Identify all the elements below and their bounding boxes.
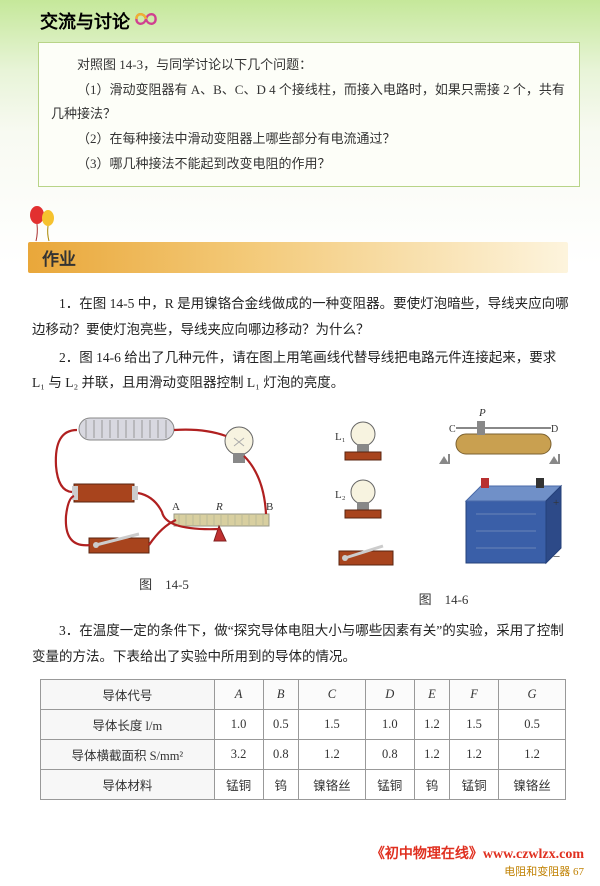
conductor-table-wrap: 导体代号 A B C D E F G 导体长度 l/m1.00.51.51.01… (0, 671, 600, 800)
svg-text:P: P (478, 407, 486, 419)
cell: 1.2 (414, 740, 449, 770)
figures-row: A R B 图 14-5 P C D (0, 398, 600, 608)
fig145-caption: 图 14-5 (44, 574, 284, 593)
cell: 锰铜 (450, 770, 499, 800)
discussion-title: 交流与讨论 (40, 8, 130, 34)
th-A: A (214, 680, 263, 710)
cell: 0.5 (499, 710, 566, 740)
discussion-header: 交流与讨论 (0, 0, 600, 38)
cell: 钨 (414, 770, 449, 800)
discussion-q2: （2）在每种接法中滑动变阻器上哪些部分有电流通过？ (51, 127, 567, 152)
cell: 1.2 (499, 740, 566, 770)
svg-text:D: D (551, 424, 558, 435)
cell: 镍铬丝 (499, 770, 566, 800)
cell: 0.8 (263, 740, 298, 770)
homework-header: 作业 (28, 242, 568, 273)
th-D: D (365, 680, 414, 710)
figure-14-6: P C D L₁ L₂ (321, 406, 566, 608)
table-row: 导体材料锰铜钨镍铬丝锰铜钨锰铜镍铬丝 (41, 770, 566, 800)
cell: 1.0 (365, 710, 414, 740)
homework-title: 作业 (42, 250, 76, 269)
cell: 1.2 (298, 740, 365, 770)
cell: 0.5 (263, 710, 298, 740)
cell: 1.5 (450, 710, 499, 740)
footer-pageinfo: 电阻和变阻器 67 (371, 865, 584, 880)
cell: 0.8 (365, 740, 414, 770)
row-label: 导体横截面积 S/mm² (41, 740, 215, 770)
page-footer: 《初中物理在线》www.czwlzx.com 电阻和变阻器 67 (371, 845, 584, 880)
discussion-intro: 对照图 14-3，与同学讨论以下几个问题： (51, 53, 567, 78)
homework-p1: 1．在图 14-5 中，R 是用镍铬合金线做成的一种变阻器。要使灯泡暗些，导线夹… (32, 291, 570, 342)
cell: 3.2 (214, 740, 263, 770)
conductor-table: 导体代号 A B C D E F G 导体长度 l/m1.00.51.51.01… (40, 679, 566, 800)
table-row: 导体横截面积 S/mm²3.20.81.20.81.21.21.2 (41, 740, 566, 770)
svg-text:−: − (553, 549, 560, 564)
homework-p3: 3．在温度一定的条件下，做“探究导体电阻大小与哪些因素有关”的实验，采用了控制变… (32, 618, 570, 669)
cell: 锰铜 (214, 770, 263, 800)
th-E: E (414, 680, 449, 710)
th-label: 导体代号 (41, 680, 215, 710)
cell: 锰铜 (365, 770, 414, 800)
figure-14-5: A R B 图 14-5 (44, 406, 284, 608)
footer-site: 《初中物理在线》www.czwlzx.com (371, 845, 584, 865)
cell: 1.0 (214, 710, 263, 740)
th-F: F (450, 680, 499, 710)
th-G: G (499, 680, 566, 710)
cell: 1.2 (450, 740, 499, 770)
infinity-icon (130, 9, 162, 34)
cell: 1.2 (414, 710, 449, 740)
th-B: B (263, 680, 298, 710)
homework-body: 1．在图 14-5 中，R 是用镍铬合金线做成的一种变阻器。要使灯泡暗些，导线夹… (0, 273, 600, 396)
homework-p2: 2．图 14-6 给出了几种元件，请在图上用笔画线代替导线把电路元件连接起来，要… (32, 345, 570, 396)
table-row: 导体长度 l/m1.00.51.51.01.21.50.5 (41, 710, 566, 740)
homework-body-2: 3．在温度一定的条件下，做“探究导体电阻大小与哪些因素有关”的实验，采用了控制变… (0, 608, 600, 669)
cell: 钨 (263, 770, 298, 800)
svg-text:C: C (449, 424, 456, 435)
th-C: C (298, 680, 365, 710)
svg-text:A: A (172, 501, 180, 513)
discussion-box: 对照图 14-3，与同学讨论以下几个问题： （1）滑动变阻器有 A、B、C、D … (38, 42, 580, 187)
row-label: 导体长度 l/m (41, 710, 215, 740)
svg-text:B: B (266, 501, 273, 513)
cell: 镍铬丝 (298, 770, 365, 800)
row-label: 导体材料 (41, 770, 215, 800)
discussion-q1: （1）滑动变阻器有 A、B、C、D 4 个接线柱，而接入电路时，如果只需接 2 … (51, 78, 567, 127)
svg-text:L₂: L₂ (335, 489, 346, 501)
discussion-q3: （3）哪几种接法不能起到改变电阻的作用？ (51, 152, 567, 177)
svg-text:R: R (215, 501, 223, 513)
svg-text:L₁: L₁ (335, 431, 346, 443)
table-header-row: 导体代号 A B C D E F G (41, 680, 566, 710)
fig146-caption: 图 14-6 (321, 589, 566, 608)
cell: 1.5 (298, 710, 365, 740)
svg-text:+: + (553, 497, 559, 509)
